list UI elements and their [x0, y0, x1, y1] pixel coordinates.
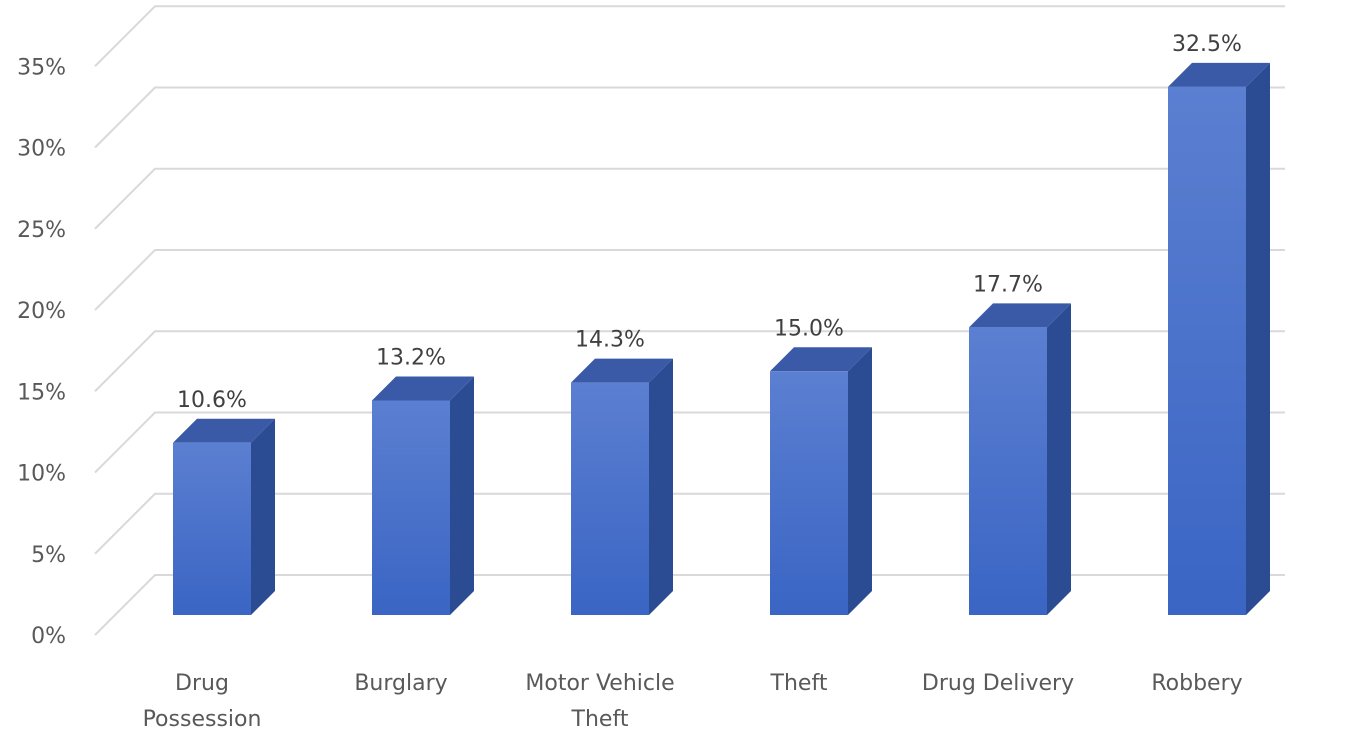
- gridline: [94, 5, 1285, 67]
- bar-front-face: [372, 400, 450, 615]
- category-label-line: Theft: [770, 671, 828, 696]
- gridline: [94, 86, 1285, 149]
- x-axis-categories: Drug Possession Burglary Motor Vehicle Theft…: [143, 671, 1243, 732]
- y-tick-label: 5%: [31, 543, 66, 568]
- category-label: Motor Vehicle Theft: [525, 671, 674, 732]
- category-label-line: Drug Delivery: [922, 671, 1074, 696]
- bar-top-face: [571, 358, 673, 383]
- category-label-line: Robbery: [1151, 671, 1242, 696]
- bar: [173, 418, 275, 615]
- bar-side-face: [1246, 62, 1270, 615]
- category-label: Burglary: [354, 671, 447, 696]
- bar: [571, 358, 673, 615]
- data-label: 15.0%: [774, 316, 844, 341]
- bar-front-face: [571, 382, 649, 615]
- category-label-line: Burglary: [354, 671, 447, 696]
- y-tick-label: 20%: [17, 299, 66, 324]
- gridline: [94, 330, 1285, 392]
- bar-front-face: [1168, 86, 1246, 615]
- category-label-line: Drug: [175, 671, 229, 696]
- y-tick-label: 0%: [31, 624, 66, 649]
- y-tick-label: 35%: [17, 55, 66, 80]
- bar-top-face: [770, 347, 872, 372]
- category-label: Drug Possession: [143, 671, 262, 732]
- bar: [1168, 62, 1270, 615]
- bar-front-face: [969, 327, 1047, 615]
- category-label: Robbery: [1151, 671, 1242, 696]
- gridline: [94, 249, 1285, 311]
- data-label: 13.2%: [376, 346, 446, 371]
- gridline: [94, 411, 1285, 474]
- y-tick-label: 10%: [17, 462, 66, 487]
- gridlines: [94, 5, 1285, 636]
- bar-top-face: [372, 376, 474, 401]
- data-label: 17.7%: [973, 272, 1043, 297]
- bar-top-face: [1168, 62, 1270, 87]
- bar: [969, 303, 1071, 615]
- bar-front-face: [770, 371, 848, 615]
- category-label: Drug Delivery: [922, 671, 1074, 696]
- gridline: [94, 167, 1285, 230]
- bar: [372, 376, 474, 615]
- bar-top-face: [173, 418, 275, 443]
- bars: [173, 62, 1270, 615]
- bar-side-face: [1047, 303, 1071, 615]
- bar: [770, 347, 872, 615]
- gridline: [94, 492, 1285, 555]
- y-axis-ticks: 0% 5% 10% 15% 20% 25% 30% 35%: [17, 55, 66, 649]
- gridline: [94, 574, 1285, 636]
- bar-side-face: [450, 376, 474, 615]
- category-label-line: Possession: [143, 707, 262, 732]
- bar-front-face: [173, 442, 251, 615]
- bar-side-face: [848, 347, 872, 615]
- category-label: Theft: [770, 671, 828, 696]
- y-tick-label: 30%: [17, 137, 66, 162]
- data-label: 32.5%: [1172, 32, 1242, 57]
- data-label: 10.6%: [177, 388, 247, 413]
- data-label: 14.3%: [575, 328, 645, 353]
- category-label-line: Motor Vehicle: [525, 671, 674, 696]
- bar-side-face: [251, 418, 275, 615]
- data-labels: 10.6% 13.2% 14.3% 15.0% 17.7% 32.5%: [177, 32, 1242, 413]
- bar-side-face: [649, 358, 673, 615]
- bar-top-face: [969, 303, 1071, 328]
- y-tick-label: 15%: [17, 380, 66, 405]
- category-label-line: Theft: [571, 707, 629, 732]
- y-tick-label: 25%: [17, 218, 66, 243]
